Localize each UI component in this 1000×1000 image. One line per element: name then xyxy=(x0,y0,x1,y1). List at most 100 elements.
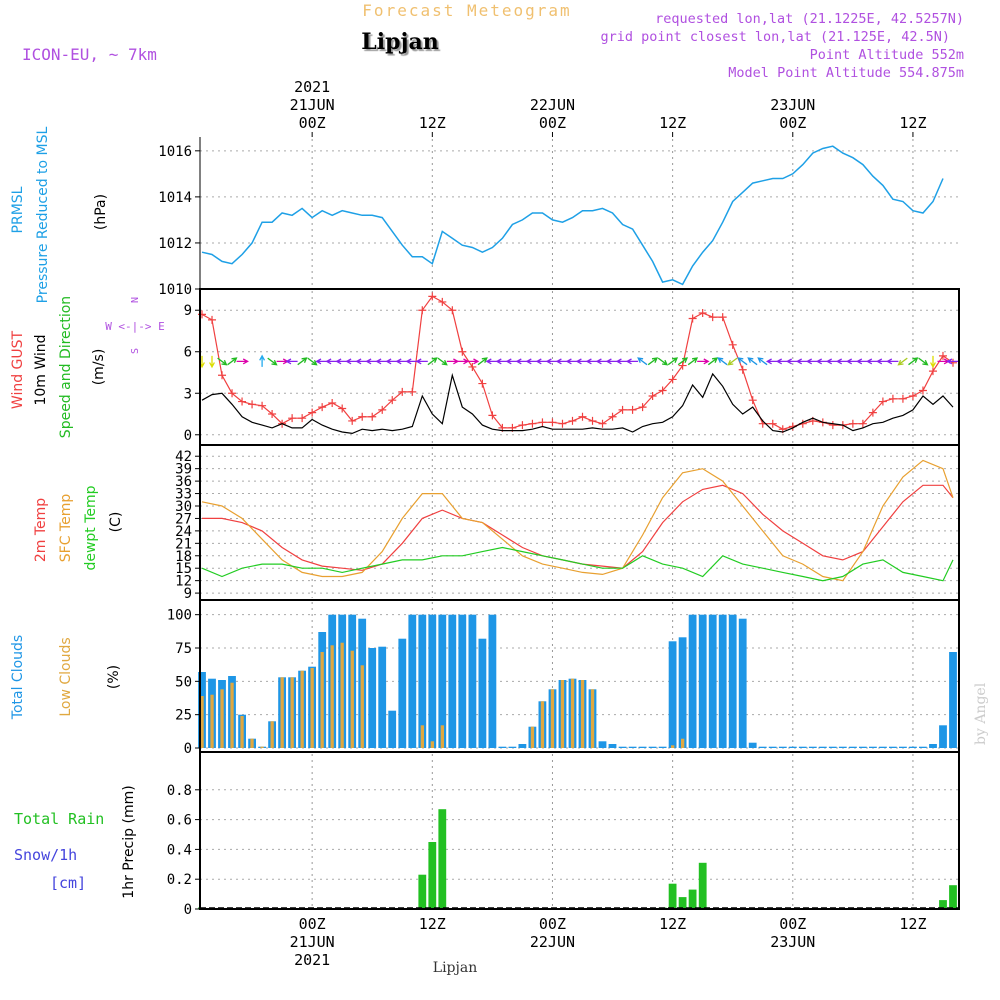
wind-direction-arrow xyxy=(427,357,438,366)
total-cloud-bar xyxy=(378,646,387,748)
temperature-ytick-label: 24 xyxy=(175,524,192,540)
pressure-msl-label: Pressure Reduced to MSL xyxy=(35,126,51,303)
low-cloud-bar xyxy=(310,668,314,748)
gust-point xyxy=(208,315,217,324)
gust-point xyxy=(488,411,497,420)
gust-point xyxy=(458,347,467,356)
low-cloud-bar xyxy=(671,745,675,748)
top-time-label: 00Z xyxy=(299,114,326,132)
wind-labels: Wind GUST 10m Wind Speed and Direction (… xyxy=(10,296,165,438)
total-cloud-bar xyxy=(849,746,857,748)
rain-bar xyxy=(438,809,447,909)
gust-line xyxy=(201,295,954,430)
top-time-label: 12Z xyxy=(419,114,446,132)
gust-point xyxy=(428,292,437,301)
gust-point xyxy=(328,398,337,407)
total-cloud-bar xyxy=(768,746,777,748)
total-cloud-bar xyxy=(668,641,677,748)
model-label: ICON-EU, ~ 7km xyxy=(22,45,157,64)
direction-label: Speed and Direction xyxy=(58,296,74,438)
low-cloud-bar xyxy=(560,680,565,748)
total-cloud-bar xyxy=(889,746,897,748)
precipitation-ytick-label: 0.8 xyxy=(167,783,192,799)
gust-point xyxy=(708,313,717,322)
gust-point xyxy=(438,297,447,306)
wind-direction-arrow xyxy=(697,358,710,365)
wind-direction-arrow xyxy=(637,357,648,366)
wind-direction-arrow xyxy=(209,355,215,369)
total-clouds-label: Total Clouds xyxy=(10,635,26,720)
low-cloud-bar xyxy=(270,721,274,748)
gust-point xyxy=(398,387,407,396)
wind-direction-arrow xyxy=(415,358,428,365)
gust-point xyxy=(908,392,917,401)
gust-point xyxy=(628,405,637,414)
gust-point xyxy=(668,375,677,384)
total-cloud-bar xyxy=(498,746,507,748)
top-time-label: 12Z xyxy=(659,114,686,132)
clouds-ytick-label: 75 xyxy=(175,641,192,657)
gust-point xyxy=(848,419,857,428)
rain-bar xyxy=(698,862,707,909)
gust-point xyxy=(868,408,877,417)
gust-point xyxy=(538,418,547,427)
low-cloud-bar xyxy=(280,677,284,748)
total-cloud-bar xyxy=(828,746,837,748)
gust-point xyxy=(768,419,777,428)
temperature-ytick-label: 42 xyxy=(175,449,192,465)
wind-direction-arrow xyxy=(757,357,768,366)
watermark: by Angel xyxy=(973,682,989,745)
temperature-ytick-label: 21 xyxy=(175,536,192,552)
wind-direction-arrow xyxy=(667,357,679,366)
low-cloud-bar xyxy=(570,678,575,748)
low-cloud-bar xyxy=(681,738,685,748)
low-cloud-bar xyxy=(250,738,254,748)
requested-coords: requested lon,lat (21.1225E, 42.5257N) xyxy=(655,11,964,27)
ms-unit-label: (m/s) xyxy=(91,349,107,386)
precipitation-ytick-label: 0 xyxy=(184,902,192,918)
rain-bar xyxy=(418,874,427,909)
low-cloud-bar xyxy=(550,689,555,748)
total-cloud-bar xyxy=(608,744,617,748)
gust-point xyxy=(568,416,577,425)
wind-direction-arrow xyxy=(946,358,959,365)
total-cloud-bar xyxy=(738,618,747,748)
bottom-time-label: 2021 xyxy=(294,951,330,969)
rain-bar xyxy=(688,889,697,909)
gust-point xyxy=(258,401,267,410)
bottom-time-label: 00Z xyxy=(539,915,566,933)
total-cloud-bar xyxy=(838,746,847,748)
total-cloud-bar xyxy=(869,746,877,748)
low-cloud-bar xyxy=(440,725,444,748)
total-cloud-bar xyxy=(929,744,937,748)
total-cloud-bar xyxy=(899,746,907,748)
top-time-label: 12Z xyxy=(899,114,926,132)
total-rain-label: Total Rain xyxy=(14,810,104,828)
temperature-ytick-label: 36 xyxy=(175,474,192,490)
temperature-ytick-label: 18 xyxy=(175,549,192,565)
total-cloud-bar xyxy=(448,614,457,748)
total-cloud-bar xyxy=(478,638,487,748)
temperature-ytick-label: 33 xyxy=(175,487,192,503)
wind-direction-arrow xyxy=(446,358,460,365)
wind-ytick-label: 6 xyxy=(184,345,192,361)
bottom-time-label: 21JUN xyxy=(290,933,335,951)
precipitation-ytick-label: 0.6 xyxy=(167,813,192,829)
low-cloud-bar xyxy=(320,652,324,748)
low-cloud-bar xyxy=(240,716,244,748)
gust-point xyxy=(888,394,897,403)
top-time-label: 23JUN xyxy=(770,96,815,114)
gust-label: Wind GUST xyxy=(10,330,26,409)
bottom-time-label: 12Z xyxy=(899,915,926,933)
gust-point xyxy=(898,394,907,403)
temperature-ytick-label: 30 xyxy=(175,499,192,515)
clouds-ytick-label: 100 xyxy=(167,608,192,624)
pressure-labels: PRMSL Pressure Reduced to MSL (hPa) xyxy=(10,126,109,303)
gust-point xyxy=(728,340,737,349)
clouds-ytick-label: 0 xyxy=(184,741,192,757)
low-clouds-label: Low Clouds xyxy=(58,637,74,716)
total-cloud-bar xyxy=(638,746,647,748)
wind-direction-arrow xyxy=(466,358,480,365)
total-cloud-bar xyxy=(488,614,497,748)
low-cloud-bar xyxy=(350,650,354,748)
